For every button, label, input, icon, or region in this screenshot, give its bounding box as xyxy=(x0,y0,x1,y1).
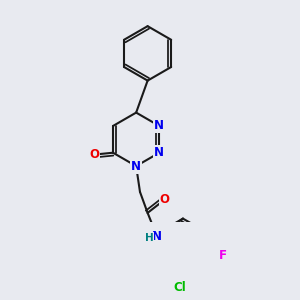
Text: N: N xyxy=(154,119,164,133)
Text: H: H xyxy=(145,233,154,243)
Text: N: N xyxy=(154,146,164,159)
Text: N: N xyxy=(131,160,141,172)
Text: F: F xyxy=(218,249,226,262)
Text: O: O xyxy=(89,148,99,161)
Text: O: O xyxy=(160,193,170,206)
Text: Cl: Cl xyxy=(174,281,187,294)
Text: N: N xyxy=(152,230,162,243)
